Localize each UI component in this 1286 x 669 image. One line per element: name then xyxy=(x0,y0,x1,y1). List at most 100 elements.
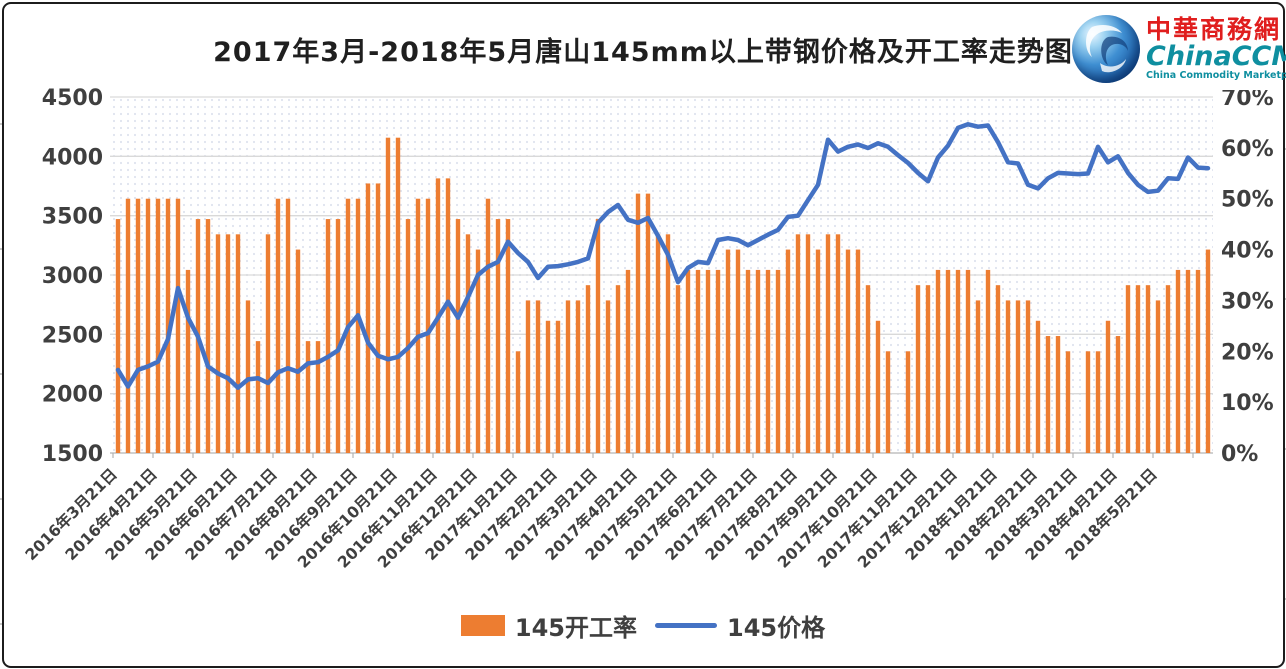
bar-operating-rate xyxy=(1065,351,1071,453)
svg-text:4000: 4000 xyxy=(42,145,103,170)
bar-operating-rate xyxy=(595,219,601,453)
bar-operating-rate xyxy=(755,269,761,453)
svg-text:70%: 70% xyxy=(1221,86,1274,111)
bar-operating-rate xyxy=(1205,249,1211,453)
bar-operating-rate xyxy=(185,269,191,453)
bar-operating-rate xyxy=(965,269,971,453)
bar-operating-rate xyxy=(1055,336,1061,453)
bar-operating-rate xyxy=(365,183,371,453)
logo-tagline: China Commodity Marketplace xyxy=(1146,70,1286,82)
bar-operating-rate xyxy=(665,234,671,453)
bar-operating-rate xyxy=(205,219,211,453)
svg-text:2500: 2500 xyxy=(42,323,103,348)
bar-operating-rate xyxy=(145,198,151,453)
bar-operating-rate xyxy=(625,269,631,453)
bar-operating-rate xyxy=(245,300,251,453)
bar-operating-rate xyxy=(125,198,131,453)
bar-operating-rate xyxy=(985,269,991,453)
bar-operating-rate xyxy=(175,198,181,453)
bar-operating-rate xyxy=(885,351,891,453)
bar-swatch-icon xyxy=(460,615,505,636)
bar-operating-rate xyxy=(795,234,801,453)
bar-operating-rate xyxy=(845,249,851,453)
bar-operating-rate xyxy=(225,234,231,453)
bar-operating-rate xyxy=(715,269,721,453)
svg-text:3500: 3500 xyxy=(42,205,103,230)
bar-operating-rate xyxy=(555,320,561,453)
bar-operating-rate xyxy=(385,137,391,453)
bar-operating-rate xyxy=(785,249,791,453)
bar-operating-rate xyxy=(335,219,341,453)
legend-label-price: 145价格 xyxy=(727,614,826,642)
bar-operating-rate xyxy=(1025,300,1031,453)
bar-operating-rate xyxy=(575,300,581,453)
legend-item-price: 145价格 xyxy=(655,608,825,643)
svg-text:2000: 2000 xyxy=(42,383,103,408)
bar-operating-rate xyxy=(765,269,771,453)
bar-operating-rate xyxy=(445,178,451,453)
bar-operating-rate xyxy=(1145,285,1151,453)
bar-operating-rate xyxy=(585,285,591,453)
bar-operating-rate xyxy=(375,183,381,453)
bar-operating-rate xyxy=(675,285,681,453)
bar-operating-rate xyxy=(475,249,481,453)
bar-operating-rate xyxy=(485,198,491,453)
bar-operating-rate xyxy=(325,219,331,453)
price-line xyxy=(115,122,1211,390)
bar-operating-rate xyxy=(1015,300,1021,453)
legend-item-operating-rate: 145开工率 xyxy=(460,608,637,643)
globe-icon xyxy=(1072,15,1140,83)
svg-text:40%: 40% xyxy=(1221,239,1274,264)
bar-operating-rate xyxy=(355,198,361,453)
bar-operating-rate xyxy=(395,137,401,453)
bar-operating-rate xyxy=(1155,300,1161,453)
svg-text:60%: 60% xyxy=(1221,137,1274,162)
bar-operating-rate xyxy=(465,234,471,453)
bar-operating-rate xyxy=(115,219,121,453)
bar-operating-rate xyxy=(775,269,781,453)
bar-operating-rate xyxy=(315,341,321,453)
bar-operating-rate xyxy=(215,234,221,453)
bar-operating-rate xyxy=(1005,300,1011,453)
bar-operating-rate xyxy=(725,249,731,453)
logo-en-name: ChinaCCM.com xyxy=(1146,40,1286,72)
svg-text:10%: 10% xyxy=(1221,391,1274,416)
bar-operating-rate xyxy=(415,198,421,453)
bar-operating-rate xyxy=(1085,351,1091,453)
bar-operating-rate xyxy=(995,285,1001,453)
bar-operating-rate xyxy=(925,285,931,453)
bar-operating-rate xyxy=(155,198,161,453)
bar-operating-rate xyxy=(745,269,751,453)
bar-operating-rate xyxy=(705,269,711,453)
chinaccm-logo: 中華商務網 ChinaCCM.com China Commodity Marke… xyxy=(1072,8,1286,90)
bar-operating-rate xyxy=(525,300,531,453)
bar-operating-rate xyxy=(1115,336,1121,453)
svg-text:4500: 4500 xyxy=(42,86,103,111)
bar-operating-rate xyxy=(1185,269,1191,453)
bar-operating-rate xyxy=(135,198,141,453)
bar-operating-rate xyxy=(805,234,811,453)
bar-operating-rate xyxy=(735,249,741,453)
svg-text:30%: 30% xyxy=(1221,289,1274,314)
bar-operating-rate xyxy=(825,234,831,453)
line-swatch-icon xyxy=(655,623,717,628)
bar-operating-rate xyxy=(655,234,661,453)
bar-operating-rate xyxy=(615,285,621,453)
bar-operating-rate xyxy=(505,219,511,453)
chart-legend: 145开工率 145价格 xyxy=(0,608,1286,643)
bar-operating-rate xyxy=(305,341,311,453)
chart-title: 2017年3月-2018年5月唐山145mm以上带钢价格及开工率走势图 xyxy=(213,37,1073,68)
bar-operating-rate xyxy=(865,285,871,453)
bar-operating-rate xyxy=(695,269,701,453)
bar-operating-rate xyxy=(1165,285,1171,453)
bar-operating-rate xyxy=(635,193,641,453)
bar-operating-rate xyxy=(565,300,571,453)
bar-operating-rate xyxy=(515,351,521,453)
bar-operating-rate xyxy=(1135,285,1141,453)
svg-text:1500: 1500 xyxy=(42,442,103,467)
bar-operating-rate xyxy=(955,269,961,453)
bar-operating-rate xyxy=(1095,351,1101,453)
bar-operating-rate xyxy=(165,198,171,453)
